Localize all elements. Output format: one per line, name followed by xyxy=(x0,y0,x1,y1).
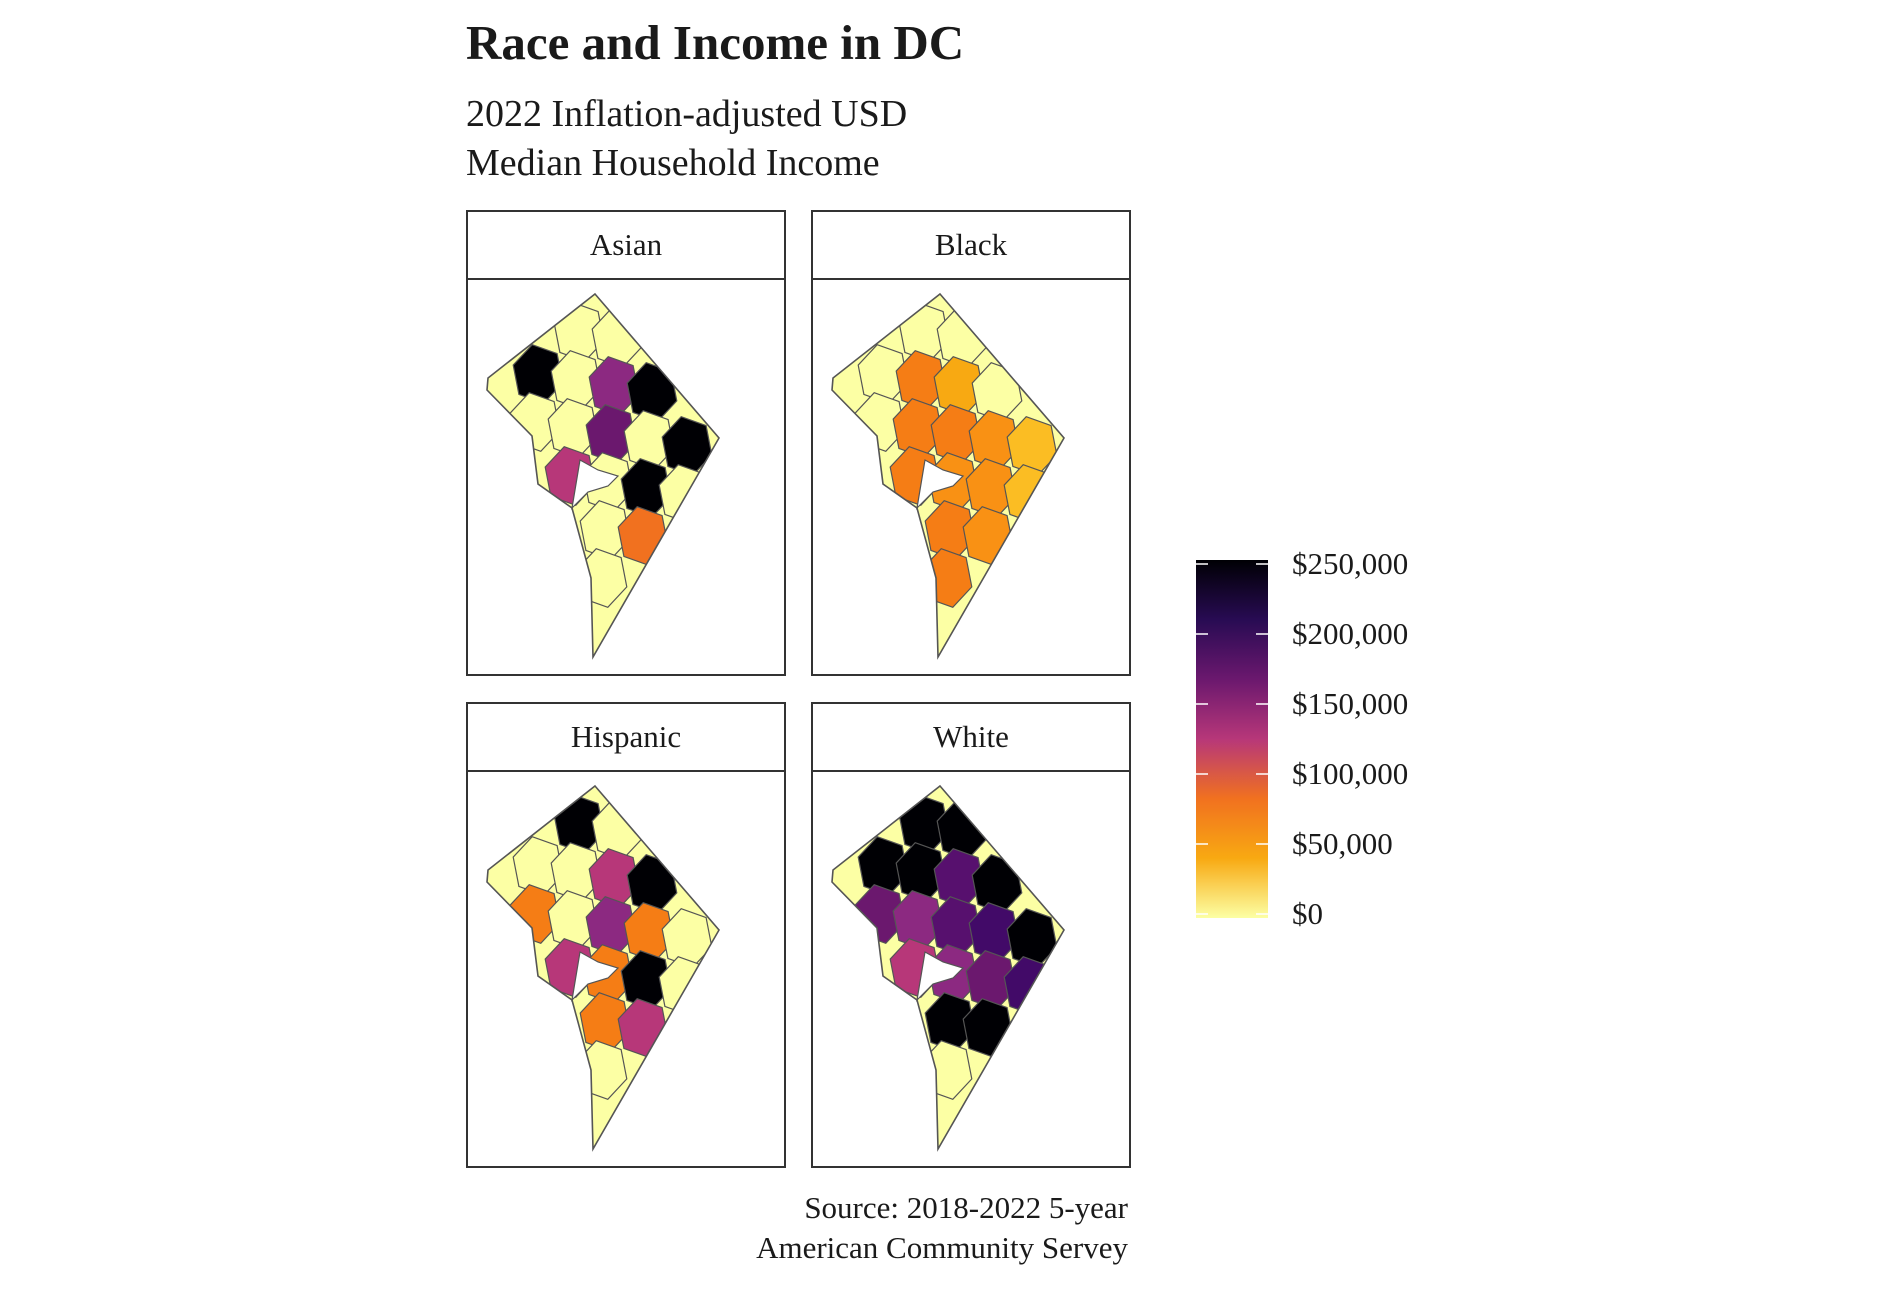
facet-strip-black: Black xyxy=(811,210,1131,280)
dc-boundary xyxy=(486,784,720,1152)
river xyxy=(571,459,620,510)
facet-strip-hispanic: Hispanic xyxy=(466,702,786,772)
legend-label: $250,000 xyxy=(1292,546,1409,581)
dc-map-black xyxy=(811,278,1131,676)
legend-label: $50,000 xyxy=(1292,826,1393,861)
color-legend: $250,000 $200,000 $150,000 $100,000 $50,000 $… xyxy=(1196,546,1456,931)
legend-label: $200,000 xyxy=(1292,616,1409,651)
facet-strip-white: White xyxy=(811,702,1131,772)
subtitle-line-2: Median Household Income xyxy=(466,142,880,184)
legend-colorbar xyxy=(1196,560,1268,918)
chart-subtitle: 2022 Inflation-adjusted USD Median House… xyxy=(466,90,907,188)
caption-line-1: Source: 2018-2022 5-year xyxy=(804,1190,1128,1225)
legend-label: $100,000 xyxy=(1292,756,1409,791)
legend-label: $150,000 xyxy=(1292,686,1409,721)
dc-map-white xyxy=(811,770,1131,1168)
subtitle-line-1: 2022 Inflation-adjusted USD xyxy=(466,93,908,135)
river xyxy=(916,951,965,1002)
dc-map-asian xyxy=(466,278,786,676)
legend-label: $0 xyxy=(1292,896,1323,931)
river xyxy=(916,459,965,510)
caption-line-2: American Community Servey xyxy=(756,1230,1128,1265)
dc-map-hispanic xyxy=(466,770,786,1168)
facet-strip-asian: Asian xyxy=(466,210,786,280)
legend-gradient xyxy=(1196,560,1268,918)
dc-boundary xyxy=(831,784,1065,1152)
dc-boundary xyxy=(486,292,720,660)
chart-caption: Source: 2018-2022 5-year American Commun… xyxy=(756,1188,1128,1268)
chart-title: Race and Income in DC xyxy=(466,15,965,70)
river xyxy=(571,951,620,1002)
dc-boundary xyxy=(831,292,1065,660)
